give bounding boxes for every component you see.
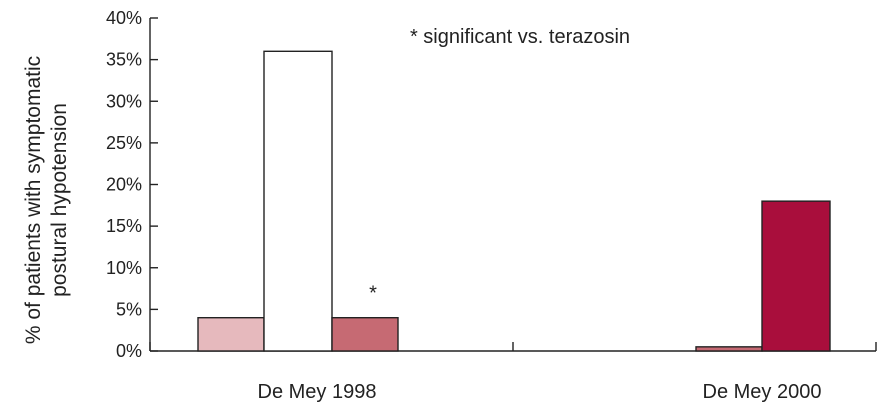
y-axis-title-line-2: postural hypotension	[48, 103, 71, 297]
bar	[197, 317, 265, 352]
significance-marker: *	[369, 283, 377, 305]
bars	[197, 50, 831, 352]
y-axis-title-group: % of patients with symptomatic postural h…	[22, 56, 71, 344]
bar	[761, 200, 831, 352]
x-category-label: De Mey 1998	[258, 381, 377, 403]
bar	[331, 317, 399, 352]
y-tick-label: 20%	[106, 175, 142, 195]
annotations: * * significant vs. terazosin	[369, 26, 630, 305]
y-tick-label: 25%	[106, 133, 142, 153]
y-axis: 0% 5% 10% 15% 20% 25% 30% 35% 40%	[106, 8, 158, 361]
y-tick-label: 0%	[116, 341, 142, 361]
bar	[263, 50, 333, 352]
y-axis-title-line-1: % of patients with symptomatic	[22, 56, 45, 344]
y-tick-label: 30%	[106, 91, 142, 111]
y-tick-label: 35%	[106, 50, 142, 70]
x-category-label: De Mey 2000	[703, 381, 822, 403]
y-tick-label: 40%	[106, 8, 142, 28]
y-tick-label: 10%	[106, 258, 142, 278]
y-tick-label: 15%	[106, 216, 142, 236]
y-tick-label: 5%	[116, 299, 142, 319]
significance-note: * significant vs. terazosin	[410, 26, 630, 48]
bar	[695, 346, 763, 352]
y-axis-title: % of patients with symptomatic postural h…	[22, 56, 71, 344]
